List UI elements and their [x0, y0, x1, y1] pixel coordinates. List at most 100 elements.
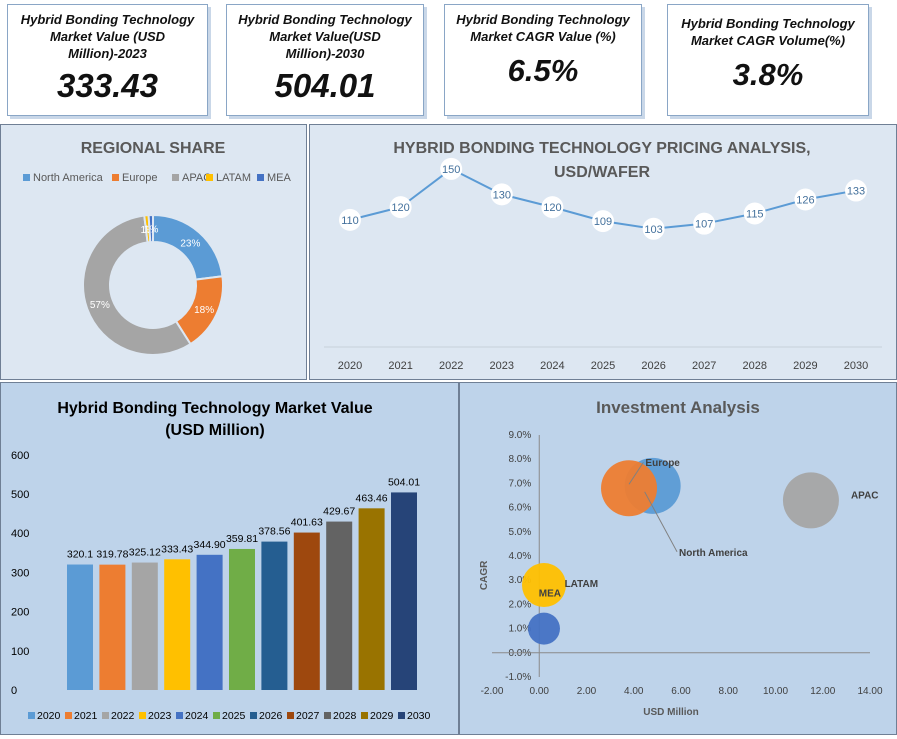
price-label: 126 — [796, 194, 814, 206]
chart-title: REGIONAL SHARE — [81, 140, 226, 157]
bar-value-label: 333.43 — [161, 543, 193, 555]
slice-label: 1% — [140, 225, 155, 236]
kpi-card-value-2023: Hybrid Bonding Technology Market Value (… — [7, 4, 208, 116]
bar-value-label: 359.81 — [226, 533, 258, 545]
legend-swatch — [257, 174, 264, 181]
slice-label: 18% — [194, 305, 214, 316]
pricing-analysis-panel: HYBRID BONDING TECHNOLOGY PRICING ANALYS… — [309, 124, 897, 380]
x-tick-label: 2027 — [692, 360, 716, 372]
legend-swatch — [172, 174, 179, 181]
y-tick-label: 0 — [11, 685, 17, 697]
bubble-label: LATAM — [565, 579, 599, 590]
x-axis-title: USD Million — [643, 707, 699, 718]
bar-value-label: 401.63 — [291, 517, 323, 529]
price-label: 120 — [543, 202, 561, 214]
legend-label: 2027 — [296, 710, 320, 722]
x-tick-label: 2026 — [641, 360, 665, 372]
y-axis-title: CAGR — [479, 560, 490, 590]
x-tick-label: 0.00 — [530, 686, 550, 697]
legend-swatch — [398, 712, 405, 719]
bubble-label: North America — [679, 548, 748, 559]
chart-title: Hybrid Bonding Technology Market Value (U… — [57, 400, 372, 439]
legend-swatch — [361, 712, 368, 719]
pricing-analysis-chart: HYBRID BONDING TECHNOLOGY PRICING ANALYS… — [324, 140, 882, 372]
bubble-label: MEA — [539, 589, 561, 600]
bar-2023 — [164, 559, 191, 690]
bar-value-label: 504.01 — [388, 476, 420, 488]
slice-label: 57% — [90, 300, 110, 311]
x-tick-label: 2022 — [439, 360, 463, 372]
x-tick-label: 2023 — [490, 360, 514, 372]
price-label: 110 — [341, 215, 359, 227]
y-tick-label: 300 — [11, 567, 29, 579]
legend-swatch — [112, 174, 119, 181]
legend-swatch — [102, 712, 109, 719]
price-label: 115 — [746, 208, 764, 220]
bar-2028 — [326, 521, 353, 690]
leader-line — [644, 491, 678, 553]
kpi-card-value-2030: Hybrid Bonding Technology Market Value(U… — [226, 4, 424, 116]
x-tick-label: 2030 — [844, 360, 868, 372]
price-point — [592, 210, 614, 233]
x-tick-label: 14.00 — [857, 686, 882, 697]
bar-2026 — [261, 541, 288, 690]
price-point — [794, 188, 817, 211]
x-tick-label: 2025 — [591, 360, 615, 372]
bar-2021 — [99, 564, 126, 690]
price-label: 120 — [391, 202, 409, 214]
x-tick-label: 2020 — [338, 360, 362, 372]
bubble-mea — [527, 612, 560, 645]
bar-value-label: 319.78 — [96, 549, 128, 561]
y-tick-label: 4.0% — [508, 551, 531, 562]
legend-swatch — [65, 712, 72, 719]
price-point — [845, 179, 867, 202]
x-tick-label: 6.00 — [671, 686, 691, 697]
y-tick-label: 400 — [11, 528, 29, 540]
kpi-label: Hybrid Bonding Technology Market CAGR Va… — [456, 12, 630, 44]
legend-label: North America — [33, 172, 104, 184]
chart-title: HYBRID BONDING TECHNOLOGY PRICING ANALYS… — [393, 140, 810, 181]
bar-value-label: 344.90 — [194, 539, 226, 551]
legend-label: Europe — [122, 172, 157, 184]
kpi-label: Hybrid Bonding Technology Market Value(U… — [238, 12, 412, 61]
x-tick-label: 2029 — [793, 360, 817, 372]
bar-2020 — [67, 564, 93, 690]
bar-2025 — [229, 548, 255, 690]
legend-swatch — [28, 712, 35, 719]
y-tick-label: 600 — [11, 450, 29, 462]
y-tick-label: 2.0% — [508, 599, 531, 610]
x-tick-label: 2.00 — [577, 686, 597, 697]
price-point — [693, 212, 716, 235]
regional-share-chart: REGIONAL SHARE North America Europe APAC LA… — [23, 140, 292, 356]
y-tick-label: 9.0% — [508, 430, 531, 441]
x-tick-label: 8.00 — [719, 686, 739, 697]
price-point — [440, 157, 463, 180]
investment-analysis-chart: Investment Analysis -1.0%0.0%1.0%2.0%3.0… — [479, 398, 883, 718]
legend-swatch — [23, 174, 30, 181]
bar-value-label: 320.1 — [67, 549, 93, 561]
legend-swatch — [206, 174, 213, 181]
legend-label: 2030 — [407, 710, 431, 722]
price-point — [541, 196, 564, 219]
leader-line — [628, 461, 644, 485]
bar-value-label: 429.67 — [323, 506, 355, 518]
legend-label: 2026 — [259, 710, 283, 722]
y-tick-label: 6.0% — [508, 503, 531, 514]
kpi-value: 504.01 — [274, 67, 376, 104]
y-tick-label: 7.0% — [508, 478, 531, 489]
legend-label: 2020 — [37, 710, 61, 722]
regional-share-panel: REGIONAL SHARE North America Europe APAC LA… — [0, 124, 307, 380]
price-label: 107 — [695, 219, 713, 231]
bubble-apac — [782, 472, 839, 529]
y-tick-label: 200 — [11, 607, 29, 619]
price-point — [743, 202, 766, 225]
price-label: 150 — [442, 164, 460, 176]
price-label: 103 — [644, 224, 662, 236]
y-tick-label: 100 — [11, 646, 29, 658]
legend-label: 2028 — [333, 710, 357, 722]
legend-label: LATAM — [216, 172, 251, 184]
legend-swatch — [250, 712, 257, 719]
bar-2022 — [131, 562, 158, 690]
bar-2029 — [358, 508, 385, 690]
slice-label: 1% — [144, 225, 159, 236]
